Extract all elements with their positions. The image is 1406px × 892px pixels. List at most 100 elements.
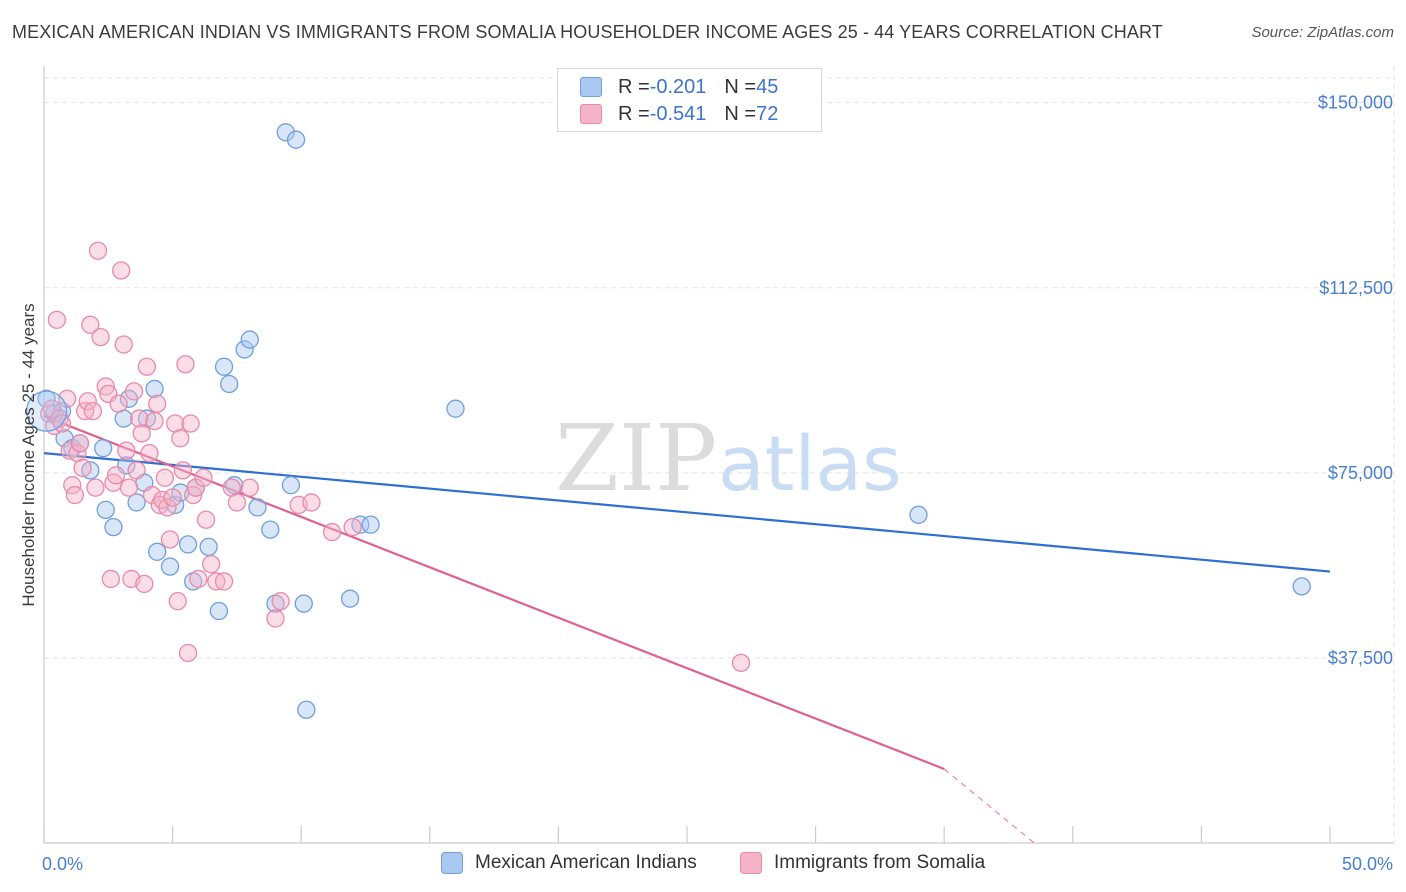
y-tick-label: $75,000	[1328, 463, 1393, 483]
y-tick-label: $150,000	[1318, 93, 1393, 113]
point-immigrants-from-somalia	[194, 468, 213, 487]
trend-layer	[43, 415, 1331, 844]
stats-legend: R = -0.201 N = 45 R = -0.541 N = 72	[557, 68, 822, 132]
point-immigrants-from-somalia	[202, 554, 221, 574]
point-mexican-american-indians	[286, 130, 306, 149]
point-immigrants-from-somalia	[240, 478, 259, 497]
point-immigrants-from-somalia	[106, 466, 126, 485]
legend-n-label-2: N =	[724, 102, 757, 125]
point-immigrants-from-somalia	[81, 315, 100, 334]
point-mexican-american-indians	[294, 594, 313, 613]
watermark: ZIP atlas	[555, 405, 902, 512]
point-immigrants-from-somalia	[142, 485, 162, 505]
point-immigrants-from-somalia	[322, 522, 342, 542]
legend-swatch-blue	[580, 77, 602, 97]
point-immigrants-from-somalia	[124, 382, 144, 401]
point-immigrants-from-somalia	[271, 592, 290, 611]
point-mexican-american-indians	[209, 601, 229, 621]
point-mexican-american-indians-cluster	[25, 390, 68, 432]
watermark-zip: ZIP	[555, 405, 717, 512]
trendline-extension-immigrants-from-somalia	[943, 768, 1035, 844]
point-mexican-american-indians	[1292, 577, 1311, 596]
point-mexican-american-indians	[446, 399, 465, 418]
x-tick-label-min: 0.0%	[42, 854, 83, 874]
point-immigrants-from-somalia	[117, 441, 136, 460]
legend-n-label-1: N =	[724, 75, 757, 98]
point-immigrants-from-somalia	[91, 327, 110, 347]
point-immigrants-from-somalia	[137, 357, 157, 376]
point-immigrants-from-somalia	[176, 355, 195, 374]
point-immigrants-from-somalia	[168, 592, 187, 611]
point-immigrants-from-somalia	[189, 569, 208, 589]
trendline-immigrants-from-somalia	[43, 415, 945, 770]
point-immigrants-from-somalia	[112, 261, 131, 280]
point-immigrants-from-somalia	[88, 241, 108, 260]
point-mexican-american-indians	[178, 535, 198, 554]
point-mexican-american-indians	[145, 379, 164, 399]
legend-r-value-1: -0.201	[649, 75, 707, 98]
point-mexican-american-indians	[214, 357, 234, 376]
chart-title: MEXICAN AMERICAN INDIAN VS IMMIGRANTS FR…	[12, 22, 1163, 42]
point-immigrants-from-somalia	[65, 485, 85, 505]
point-immigrants-from-somalia	[158, 498, 177, 517]
point-immigrants-from-somalia	[207, 572, 226, 591]
bottom-legend-item-1: Mexican American Indians	[441, 852, 697, 874]
y-axis-label: Householder Income Ages 25 - 44 years	[19, 303, 38, 606]
y-tick-label: $112,500	[1319, 278, 1393, 298]
bottom-legend-item-2: Immigrants from Somalia	[740, 852, 985, 874]
points-layer	[25, 123, 1311, 719]
point-immigrants-from-somalia	[302, 493, 321, 512]
point-mexican-american-indians	[361, 515, 380, 534]
point-immigrants-from-somalia	[181, 414, 200, 433]
trendline-mexican-american-indians	[43, 452, 1331, 573]
legend-row-series2: R = -0.541 N = 72	[580, 101, 778, 127]
point-immigrants-from-somalia	[47, 310, 67, 329]
ticks-layer: $37,500 $75,000 $112,500 $150,000 0.0% 50.0%	[42, 93, 1393, 874]
point-mexican-american-indians	[104, 517, 123, 537]
point-immigrants-from-somalia	[101, 569, 121, 589]
source-label: Source: ZipAtlas.com	[1251, 24, 1394, 41]
point-immigrants-from-somalia	[57, 389, 77, 408]
point-immigrants-from-somalia	[731, 653, 751, 673]
point-immigrants-from-somalia	[266, 609, 285, 628]
bottom-legend: Mexican American Indians Immigrants from…	[0, 852, 1406, 878]
point-immigrants-from-somalia	[227, 493, 247, 512]
point-immigrants-from-somalia	[70, 434, 90, 453]
point-immigrants-from-somalia	[109, 394, 128, 413]
point-mexican-american-indians	[127, 493, 146, 512]
bottom-legend-swatch-pink	[740, 852, 762, 874]
point-immigrants-from-somalia	[186, 478, 205, 497]
point-immigrants-from-somalia	[155, 468, 175, 487]
legend-n-value-2: 72	[756, 102, 779, 125]
point-immigrants-from-somalia	[343, 517, 362, 537]
point-immigrants-from-somalia	[178, 643, 198, 663]
x-tick-label-max: 50.0%	[1342, 854, 1393, 874]
legend-swatch-pink	[580, 104, 602, 124]
point-immigrants-from-somalia	[135, 574, 154, 594]
point-mexican-american-indians	[276, 123, 295, 142]
point-immigrants-from-somalia	[173, 461, 193, 480]
point-immigrants-from-somalia	[132, 424, 151, 443]
point-mexican-american-indians	[261, 520, 280, 539]
point-immigrants-from-somalia	[96, 377, 115, 396]
bottom-legend-label-2: Immigrants from Somalia	[774, 852, 986, 873]
watermark-atlas: atlas	[718, 419, 902, 508]
point-immigrants-from-somalia	[114, 335, 133, 354]
legend-n-value-1: 45	[756, 75, 779, 98]
point-mexican-american-indians	[160, 557, 180, 576]
point-immigrants-from-somalia	[214, 572, 234, 591]
point-immigrants-from-somalia	[130, 409, 149, 428]
legend-row-series1: R = -0.201 N = 45	[580, 74, 778, 100]
point-immigrants-from-somalia	[148, 394, 167, 413]
point-mexican-american-indians	[248, 498, 267, 517]
legend-r-label-1: R =	[618, 75, 650, 98]
bottom-legend-label-1: Mexican American Indians	[475, 852, 697, 873]
point-immigrants-from-somalia	[83, 401, 103, 421]
point-immigrants-from-somalia	[73, 458, 92, 478]
point-mexican-american-indians	[148, 542, 167, 561]
point-immigrants-from-somalia	[163, 488, 182, 507]
point-mexican-american-indians	[340, 589, 360, 608]
point-mexican-american-indians	[240, 330, 259, 349]
point-mexican-american-indians	[909, 505, 928, 524]
